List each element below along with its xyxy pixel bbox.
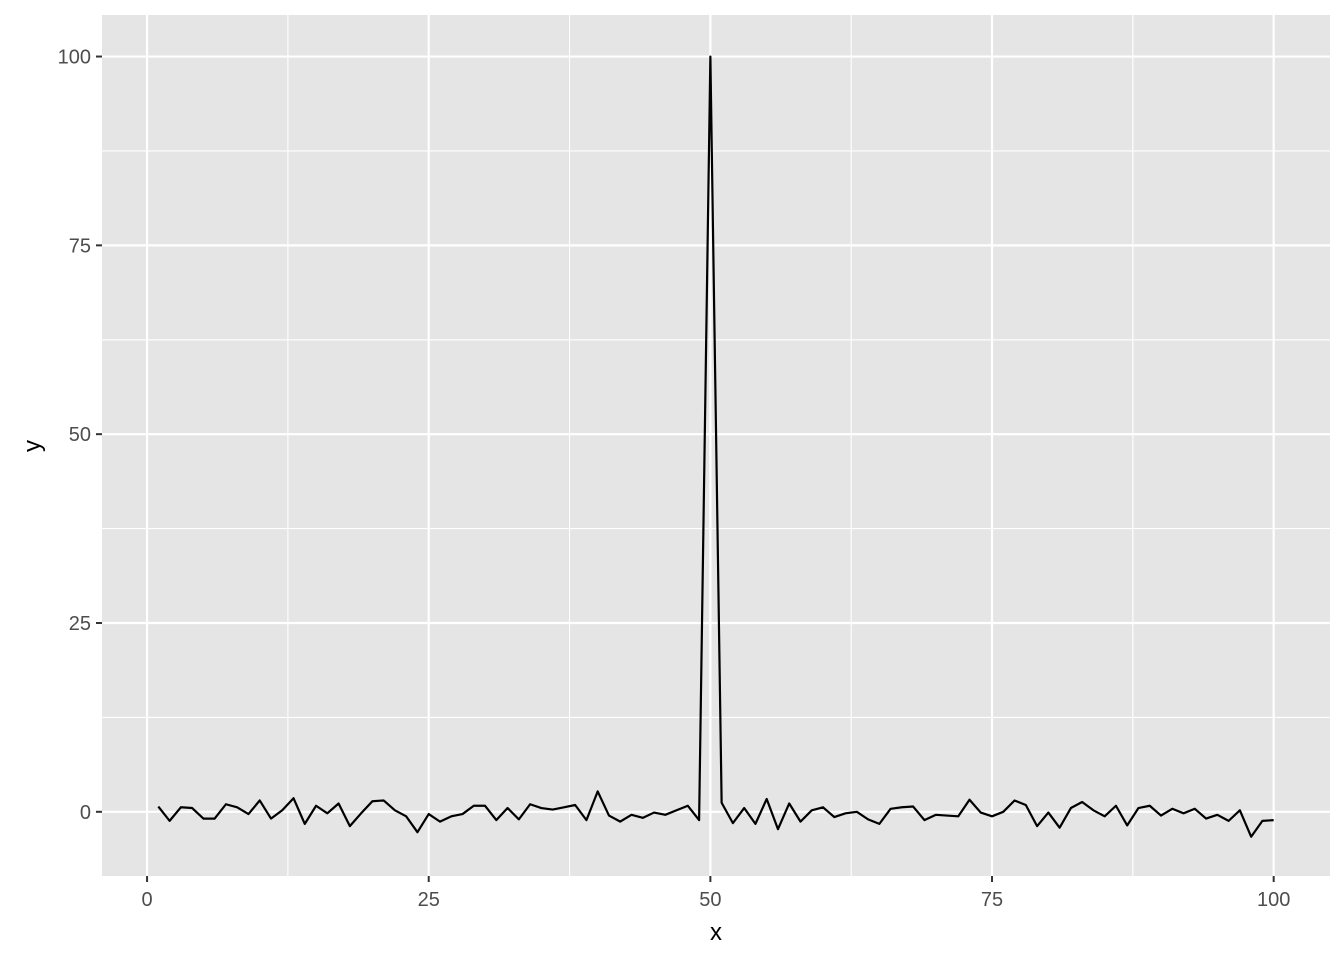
minor-gridlines (102, 15, 1330, 876)
x-tick-label: 25 (418, 889, 440, 911)
x-axis-ticks: 0 25 50 75 100 (142, 876, 1290, 911)
y-tick-label: 75 (69, 235, 91, 257)
x-tick-label: 50 (699, 889, 721, 911)
y-tick-label: 100 (58, 47, 91, 69)
y-axis-ticks: 0 25 50 75 100 (58, 47, 102, 824)
y-axis-title: y (19, 440, 46, 452)
x-tick-label: 100 (1257, 889, 1290, 911)
y-tick-label: 0 (80, 802, 91, 824)
major-gridlines (102, 15, 1330, 876)
y-tick-label: 25 (69, 613, 91, 635)
series-line (157, 55, 1274, 838)
x-tick-label: 75 (981, 889, 1003, 911)
x-tick-label: 0 (142, 889, 153, 911)
x-axis-title: x (710, 919, 722, 946)
y-tick-label: 50 (69, 424, 91, 446)
